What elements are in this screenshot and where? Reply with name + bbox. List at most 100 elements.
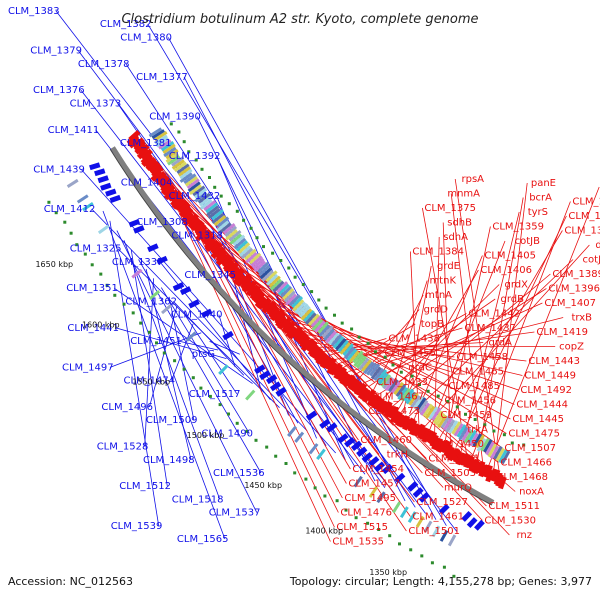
reverse-gene-mark [169,190,182,203]
reverse-gene-mark [420,427,430,441]
cog-band-mark [232,234,246,247]
gc-dot [213,185,217,189]
reverse-gene-mark [227,265,240,279]
gc-dot [279,259,283,262]
cog-band-mark [330,333,343,347]
cog-band-mark [176,163,190,175]
forward-gene-label: CLM_1432 [169,191,221,202]
reverse-gene-mark [274,312,286,326]
genome-summary: Topology: circular; Length: 4,155,278 bp… [289,575,592,588]
forward-gene-mark [200,308,213,318]
reverse-leader-line [333,331,535,360]
reverse-gene-label: CLM_1419 [536,327,588,338]
forward-gene-mark [344,437,356,448]
forward-gene-label: CLM_1512 [119,481,171,492]
reverse-gene-mark [493,472,503,486]
forward-gene-mark [326,422,338,433]
gc-dot [350,327,354,331]
cog-band-mark [192,185,206,197]
reverse-leader-line [450,193,484,464]
reverse-gene-mark [178,202,191,215]
gc-dot [510,441,514,445]
gc-dot [199,386,203,390]
gc-dot [409,548,413,552]
forward-gene-label: CLM_1497 [62,362,114,373]
reverse-gene-label: CLM_1456 [444,396,496,407]
forward-gene-mark [179,286,192,296]
cog-band-mark [171,156,185,167]
gc-dot [366,521,370,525]
cog-band-mark [485,441,495,456]
reverse-gene-mark [345,374,356,388]
reverse-gene-label: mtnK [429,276,456,287]
reverse-gene-label: CLM_1459 [440,410,492,421]
forward-gene-label: CLM_1509 [146,415,198,426]
gc-dot [235,209,239,213]
gc-dot [219,194,223,198]
cog-band-mark [475,434,485,448]
cog-band-mark [177,166,192,177]
reverse-gene-mark [299,335,311,349]
gc-dot [452,574,456,578]
reverse-gene-label: CLM_1501 [408,526,460,537]
cog-band-mark [352,350,364,364]
gc-dot [333,313,336,317]
cog-band-mark [332,335,345,349]
reverse-gene-mark [360,388,371,402]
reverse-gene-label: CLM_1438 [388,334,440,345]
reverse-gene-label: topB [421,319,444,330]
gc-dot [122,302,126,306]
reverse-gene-mark [285,325,297,339]
cog-band-mark [259,267,272,280]
gc-dot [442,565,446,569]
reverse-gene-label: CLM_1352 [568,211,600,222]
gc-dot [284,462,288,465]
cog-band-mark [310,315,323,328]
forward-gene-label: CLM_1308 [136,217,188,228]
forward-leader-line [116,230,258,513]
reverse-gene-label: sdhB [447,218,472,229]
outer-cog-mark [287,425,297,437]
cog-band-mark [325,330,337,344]
cog-band-mark [456,424,467,438]
cog-band-mark [314,320,326,333]
gc-dot [182,140,186,144]
cog-band-mark [218,222,232,234]
forward-gene-label: CLM_1451 [130,336,182,347]
reverse-gene-mark [386,405,397,419]
reverse-gene-mark [445,446,455,460]
reverse-gene-mark [277,316,289,330]
reverse-gene-mark [498,476,507,490]
cog-band-mark [353,354,365,367]
reverse-gene-label: CLM_1527 [416,497,468,508]
cog-band-mark [377,372,389,386]
reverse-gene-label: CLM_1396 [548,284,600,295]
gc-dot [293,275,297,279]
cog-band-mark [277,283,290,296]
outer-cog-mark [368,486,378,498]
gc-dot [464,412,467,416]
gc-dot [254,438,258,442]
reverse-gene-label: CLM_1461 [412,512,464,523]
forward-gene-mark [265,374,278,385]
gc-dot [208,394,212,398]
reverse-gene-mark [447,448,457,462]
forward-leader-line [173,301,245,376]
cog-band-mark [355,355,367,369]
reverse-gene-mark [366,388,377,403]
accession-label: Accession: NC_012563 [8,575,133,588]
reverse-gene-label: grdX [505,280,529,291]
forward-gene-mark [94,168,106,177]
cog-band-mark [233,237,247,250]
reverse-gene-mark [318,353,329,367]
reverse-leader-line [487,186,600,467]
cog-band-mark [434,412,446,427]
gc-dot [262,245,265,249]
cog-band-mark [162,143,176,154]
reverse-gene-label: CLM_1375 [424,203,476,214]
forward-gene-label: CLM_1439 [33,164,85,175]
reverse-gene-mark [200,229,212,242]
outer-cog-mark [76,194,89,204]
